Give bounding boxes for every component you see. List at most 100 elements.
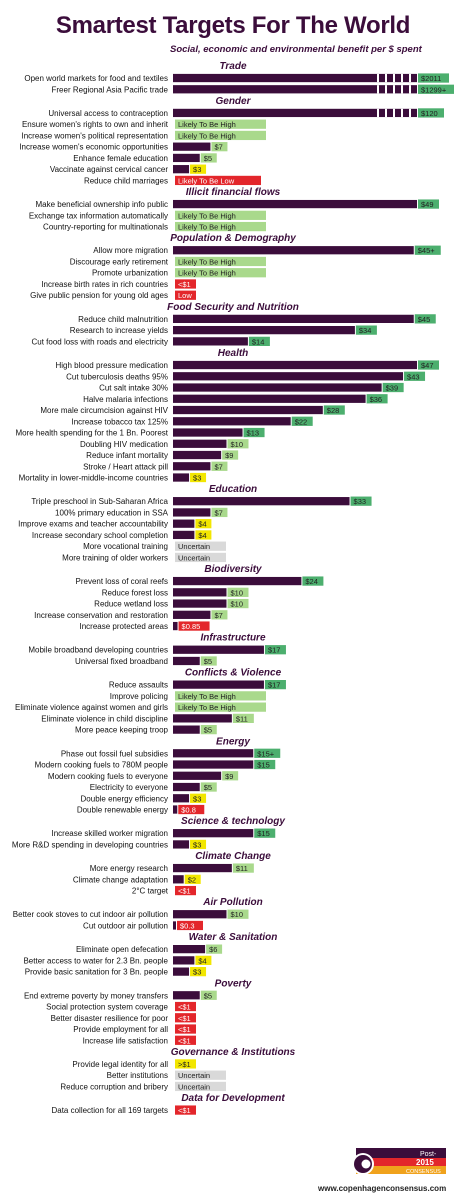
value-bar — [173, 680, 264, 689]
row-label: Open world markets for food and textiles — [24, 74, 168, 83]
value-bar — [173, 326, 355, 335]
value-tag-box — [195, 955, 212, 965]
row-label: Reduce forest loss — [102, 588, 168, 597]
value-tag-label: $120 — [421, 109, 438, 118]
value-bar — [173, 508, 211, 517]
row-label: Halve malaria infections — [83, 395, 168, 404]
value-tag-label: $10 — [231, 440, 244, 449]
value-tag-box — [227, 587, 249, 597]
value-tag-box — [195, 519, 212, 529]
value-tag-label: $45+ — [418, 246, 436, 255]
category-heading-biodiversity: Biodiversity — [204, 564, 262, 575]
value-tag-label: Low — [178, 291, 192, 300]
category-heading-conflicts-violence: Conflicts & Violence — [185, 668, 282, 679]
value-bar — [173, 771, 222, 780]
axis-break — [393, 108, 395, 118]
value-bar — [173, 863, 232, 873]
value-tag-box — [227, 909, 249, 919]
chart-subtitle: Social, economic and environmental benef… — [170, 44, 422, 55]
value-tag-box — [190, 164, 207, 174]
row-label: Better cook stoves to cut indoor air pol… — [13, 910, 168, 919]
row-label: Exchange tax information automatically — [29, 211, 168, 220]
row-label: Increase conservation and restoration — [34, 611, 168, 620]
row-label: Prevent loss of coral reefs — [76, 577, 168, 586]
axis-break — [401, 73, 403, 83]
value-tag-label: <$1 — [178, 1036, 191, 1045]
value-tag-label: $3 — [193, 968, 201, 977]
value-tag-label: $5 — [204, 657, 212, 666]
value-tag-label: $7 — [214, 611, 222, 620]
value-bar — [173, 760, 254, 769]
row-label: Stroke / Heart attack pill — [83, 462, 168, 471]
value-tag-box — [222, 771, 239, 781]
value-tag-label: Likely To Be High — [178, 269, 236, 278]
value-bar — [173, 875, 184, 884]
row-label: Modern cooking fuels to everyone — [48, 772, 169, 781]
value-tag-box — [418, 73, 449, 83]
row-label: Social protection system coverage — [46, 1003, 168, 1012]
row-label: More training of older workers — [62, 553, 168, 562]
value-tag-box — [175, 552, 226, 563]
value-bar — [173, 621, 178, 631]
row-label: Increase secondary school completion — [32, 531, 168, 540]
row-label: High blood pressure medication — [55, 361, 168, 370]
value-tag-box — [175, 1059, 196, 1069]
value-bar — [173, 108, 417, 118]
value-tag-box — [227, 439, 249, 449]
value-tag-label: Likely To Be High — [178, 703, 236, 712]
value-bar — [173, 519, 195, 528]
category-heading-science-technology: Science & technology — [181, 816, 285, 827]
value-tag-label: $28 — [327, 406, 340, 415]
row-label: Double renewable energy — [77, 806, 168, 815]
value-tag-box — [211, 461, 228, 471]
value-bar — [173, 805, 178, 814]
value-tag-label: $2 — [188, 875, 196, 884]
row-label: Increase tobacco tax 125% — [71, 417, 168, 426]
value-tag-label: $14 — [252, 337, 265, 346]
row-label: More male circumcision against HIV — [40, 406, 168, 415]
logo-year-text: 2015 — [416, 1158, 434, 1167]
value-tag-label: $49 — [421, 200, 434, 209]
row-label: 2°C target — [132, 887, 169, 896]
value-tag-label: $4 — [198, 531, 206, 540]
value-tag-box — [414, 245, 441, 255]
row-label: Phase out fossil fuel subsidies — [61, 749, 168, 758]
value-bar — [173, 439, 227, 448]
value-bar — [173, 967, 190, 976]
value-tag-box — [195, 530, 212, 540]
value-tag-box — [175, 1013, 196, 1023]
value-tag-box — [232, 863, 254, 873]
value-tag-box — [264, 645, 286, 655]
value-tag-box — [175, 119, 266, 129]
value-tag-box — [175, 541, 226, 551]
value-bar — [173, 473, 190, 482]
row-label: More vocational training — [83, 542, 168, 551]
value-tag-label: $34 — [359, 326, 372, 335]
value-bar — [173, 945, 206, 954]
value-tag-label: $17 — [268, 646, 281, 655]
value-tag-label: Likely To Be High — [178, 257, 236, 266]
value-tag-label: <$1 — [178, 1106, 191, 1115]
value-tag-box — [418, 84, 454, 94]
value-bar — [173, 610, 211, 619]
value-tag-box — [178, 621, 210, 631]
value-bar — [173, 394, 366, 403]
value-bar — [173, 576, 302, 586]
value-tag-box — [175, 279, 196, 289]
logo-post-text: Post- — [420, 1151, 437, 1158]
value-tag-box — [175, 221, 266, 232]
value-tag-box — [350, 496, 372, 506]
value-tag-label: $7 — [214, 508, 222, 517]
row-label: Universal fixed broadband — [75, 657, 168, 666]
value-tag-label: $22 — [295, 417, 308, 426]
value-tag-label: Likely To Be High — [178, 211, 236, 220]
value-tag-label: $39 — [386, 384, 399, 393]
value-tag-box — [184, 874, 201, 884]
row-label: Climate change adaptation — [73, 875, 168, 884]
value-tag-box — [254, 748, 281, 758]
row-label: Increase protected areas — [80, 622, 169, 631]
category-heading-infrastructure: Infrastructure — [200, 633, 265, 644]
value-tag-box — [254, 759, 276, 770]
value-bar — [173, 956, 195, 965]
axis-break — [377, 108, 379, 118]
